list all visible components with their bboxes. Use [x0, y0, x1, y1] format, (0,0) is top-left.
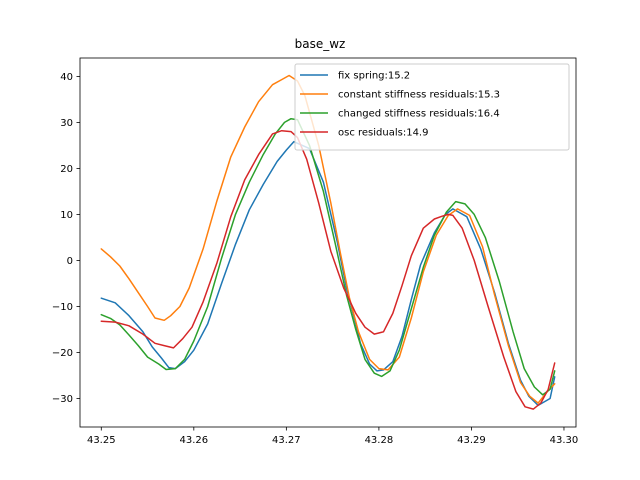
y-axis: −30 −20 −10 0 10 20 30 40: [52, 72, 80, 405]
plot-area-frame: [79, 57, 577, 428]
y-tick-label: 30: [60, 118, 73, 129]
chart-title: base_wz: [295, 37, 346, 51]
x-tick-label: 43.30: [550, 435, 579, 446]
y-tick-label: 10: [60, 210, 73, 221]
plot-lines: [100, 74, 556, 410]
y-tick-label: 20: [60, 164, 73, 175]
y-tick-label: 40: [60, 72, 73, 83]
series-line-3: [100, 117, 556, 396]
y-tick-label: −20: [52, 348, 73, 359]
y-tick-label: −30: [52, 394, 73, 405]
y-tick-label: 0: [67, 256, 73, 267]
legend-label-2: constant stiffness residuals:15.3: [338, 90, 500, 101]
legend: fix spring:15.2 constant stiffness residu…: [294, 63, 570, 151]
x-tick-label: 43.27: [272, 435, 301, 446]
x-tick-label: 43.26: [180, 435, 209, 446]
series-line-4: [100, 129, 556, 410]
series-line-2: [100, 74, 556, 404]
legend-label-3: changed stiffness residuals:16.4: [338, 109, 500, 120]
legend-label-1: fix spring:15.2: [338, 71, 410, 82]
x-tick-label: 43.28: [365, 435, 394, 446]
x-tick-label: 43.29: [457, 435, 486, 446]
y-tick-label: −10: [52, 302, 73, 313]
legend-label-4: osc residuals:14.9: [338, 128, 428, 139]
legend-box: [294, 63, 570, 151]
x-axis: 43.25 43.26 43.27 43.28 43.29 43.30: [87, 427, 578, 446]
x-tick-label: 43.25: [87, 435, 116, 446]
